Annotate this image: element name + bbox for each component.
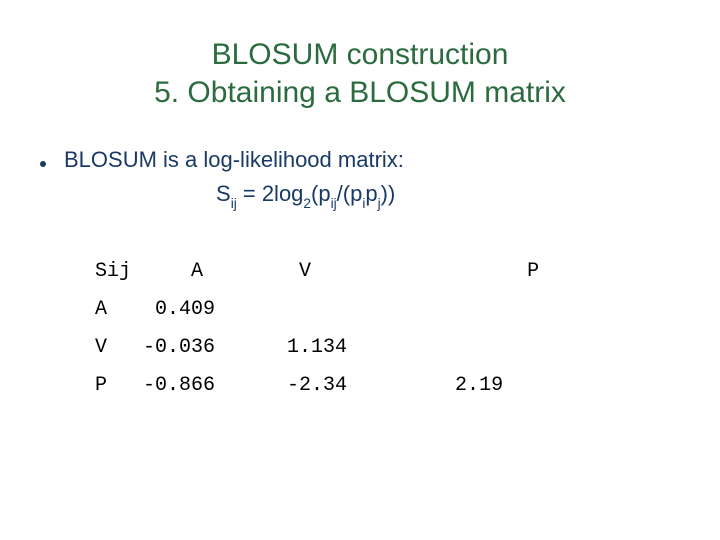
title-line-1: BLOSUM construction: [0, 36, 720, 74]
title-line-2: 5. Obtaining a BLOSUM matrix: [0, 74, 720, 112]
formula-p2-sub: i: [362, 196, 365, 211]
formula-S: S: [216, 181, 231, 206]
bullet-item: BLOSUM is a log-likelihood matrix:: [40, 145, 680, 175]
formula-p1-sub: ij: [331, 196, 337, 211]
table-row: P -0.866 -2.34 2.19: [95, 367, 720, 405]
matrix-header-label: Sij A V P: [95, 260, 539, 283]
formula-open: (p: [311, 181, 331, 206]
formula-eq: = 2log: [237, 181, 304, 206]
matrix-table: Sij A V P A 0.409 V -0.036 1.134 P -0.86…: [0, 211, 720, 405]
matrix-row-A: A 0.409: [95, 298, 419, 321]
formula-p3: p: [365, 181, 377, 206]
formula-slash: /(p: [337, 181, 363, 206]
formula-S-sub: ij: [231, 196, 237, 211]
slide-title: BLOSUM construction 5. Obtaining a BLOSU…: [0, 0, 720, 111]
table-row: A 0.409: [95, 291, 720, 329]
slide-body: BLOSUM is a log-likelihood matrix: Sij =…: [0, 111, 720, 211]
formula-log-sub: 2: [303, 196, 311, 211]
formula-close: )): [381, 181, 396, 206]
table-row: V -0.036 1.134: [95, 329, 720, 367]
formula: Sij = 2log2(pij/(pipj)): [40, 179, 680, 212]
slide: BLOSUM construction 5. Obtaining a BLOSU…: [0, 0, 720, 540]
matrix-row-P: P -0.866 -2.34 2.19: [95, 374, 503, 397]
formula-p3-sub: j: [378, 196, 381, 211]
bullet-icon: [40, 161, 46, 167]
matrix-header-row: Sij A V P: [95, 253, 720, 291]
matrix-row-V: V -0.036 1.134: [95, 336, 419, 359]
bullet-text: BLOSUM is a log-likelihood matrix:: [64, 145, 404, 175]
